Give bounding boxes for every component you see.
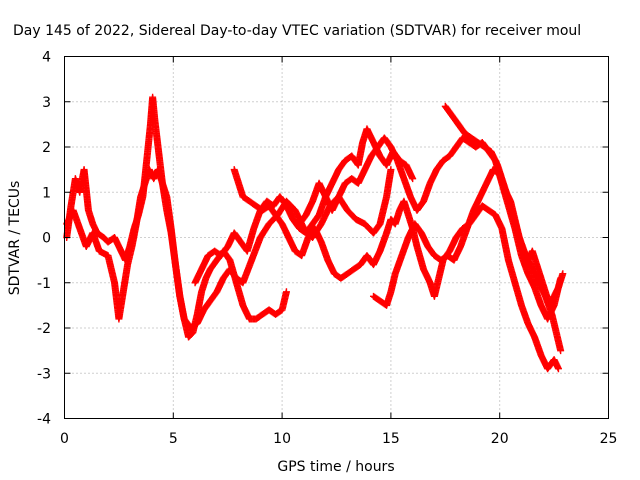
y-tick-label: -4 [37, 412, 51, 428]
x-axis-label: GPS time / hours [277, 459, 394, 475]
x-tick-labels: 0 5 10 15 20 25 [60, 431, 617, 447]
y-tick-label: 2 [42, 140, 51, 156]
x-tick-label: 0 [60, 431, 69, 447]
x-tick-label: 5 [169, 431, 178, 447]
x-tick-label: 10 [273, 431, 291, 447]
data-point [387, 166, 395, 174]
series-track-7 [441, 102, 567, 309]
series-track-4 [230, 166, 562, 373]
y-tick-label: 1 [42, 185, 51, 201]
y-tick-labels: -4 -3 -2 -1 0 1 2 3 4 [37, 50, 51, 428]
y-axis-label: SDTVAR / TECUs [7, 181, 23, 296]
y-tick-label: 0 [42, 231, 51, 247]
data-point [409, 175, 417, 183]
data-point [557, 347, 565, 355]
y-tick-label: 3 [42, 95, 51, 111]
y-tick-label: -2 [37, 321, 51, 337]
series-track-5 [296, 134, 565, 323]
x-tick-label: 15 [382, 431, 400, 447]
data-point [282, 288, 290, 296]
data-points [63, 93, 567, 373]
data-point [559, 270, 567, 278]
x-tick-label: 25 [600, 431, 618, 447]
data-point [554, 365, 562, 373]
grid [64, 56, 609, 419]
x-tick-label: 20 [491, 431, 509, 447]
axis-ticks [64, 56, 609, 419]
y-tick-label: -1 [37, 276, 51, 292]
chart-title: Day 145 of 2022, Sidereal Day-to-day VTE… [13, 23, 581, 39]
series-track-2 [63, 166, 395, 332]
y-tick-label: 4 [42, 50, 51, 66]
y-tick-label: -3 [37, 366, 51, 382]
